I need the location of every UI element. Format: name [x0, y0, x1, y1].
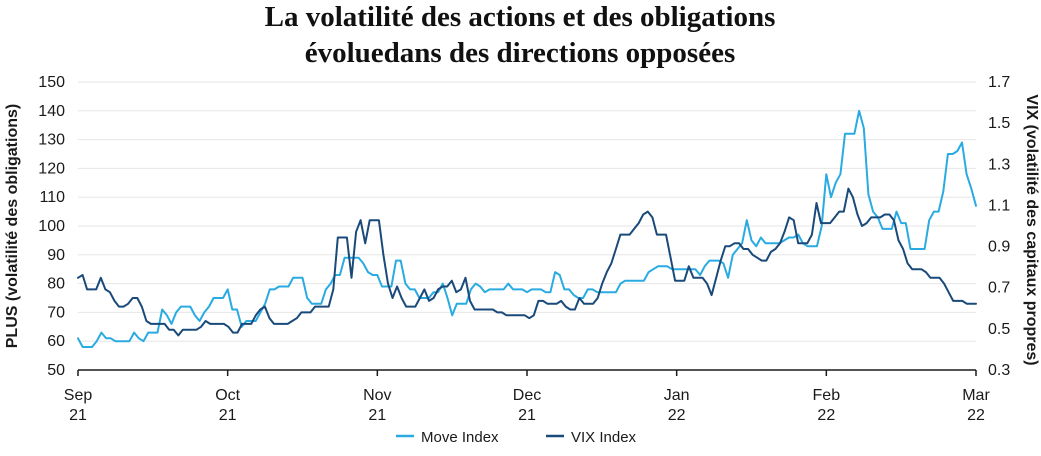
left-tick-label: 90 — [47, 247, 65, 264]
left-tick-label: 50 — [47, 362, 65, 379]
left-tick-label: 130 — [38, 132, 65, 149]
legend-label-move-index: Move Index — [421, 429, 499, 446]
x-tick-label-year: 21 — [219, 407, 237, 424]
right-tick-label: 1.5 — [988, 115, 1010, 132]
right-axis-label: VIX (volatilité des capitaux propres) — [1023, 94, 1040, 365]
x-axis-ticks: Sep 21 Oct 21 Nov 21 Dec 21 Jan 22 Feb 22 Mar 22 — [64, 370, 990, 424]
x-tick-label-year: 21 — [518, 407, 536, 424]
right-axis-ticks: 1.7 1.5 1.3 1.1 0.9 0.7 0.5 0.3 — [988, 74, 1010, 379]
series-move-indexline — [77, 109, 977, 348]
left-axis-ticks: 150 140 130 120 110 100 90 80 70 60 50 — [38, 74, 65, 379]
right-tick-label: 1.1 — [988, 197, 1010, 214]
left-tick-label: 140 — [38, 103, 65, 120]
left-tick-label: 120 — [38, 160, 65, 177]
left-tick-label: 70 — [47, 304, 65, 321]
right-tick-label: 0.7 — [988, 280, 1010, 297]
left-tick-label: 150 — [38, 74, 65, 91]
x-tick-label-year: 22 — [668, 407, 686, 424]
x-tick-label-month: Dec — [513, 387, 541, 404]
left-tick-label: 60 — [47, 333, 65, 350]
x-tick-label-year: 22 — [817, 407, 835, 424]
series-lines — [77, 109, 977, 348]
chart-title-line-2: évoluedans des directions opposées — [305, 37, 735, 69]
right-tick-label: 0.5 — [988, 321, 1010, 338]
chart-title: La volatilité des actions et des obligat… — [265, 1, 776, 69]
grid-lines — [78, 81, 976, 342]
legend: Move Index VIX Index — [396, 429, 637, 446]
series-vix-indexline — [77, 187, 977, 337]
left-tick-label: 100 — [38, 218, 65, 235]
legend-label-vix-index: VIX Index — [571, 429, 637, 446]
chart-title-line-1: La volatilité des actions et des obligat… — [265, 1, 776, 33]
left-tick-label: 110 — [39, 189, 65, 206]
left-tick-label: 80 — [47, 276, 65, 293]
right-tick-label: 0.9 — [988, 239, 1010, 256]
x-tick-label-month: Feb — [813, 387, 841, 404]
x-tick-label-year: 21 — [368, 407, 386, 424]
x-tick-label-year: 21 — [69, 407, 87, 424]
x-tick-label-month: Sep — [64, 387, 93, 404]
right-tick-label: 1.3 — [988, 156, 1010, 173]
x-tick-label-month: Oct — [215, 387, 240, 404]
left-axis-label: PLUS (volatilité des obligations) — [4, 104, 21, 348]
right-tick-label: 1.7 — [988, 74, 1010, 91]
x-tick-label-month: Jan — [664, 387, 690, 404]
x-tick-label-year: 22 — [967, 407, 985, 424]
right-tick-label: 0.3 — [988, 362, 1010, 379]
x-tick-label-month: Nov — [363, 387, 391, 404]
x-tick-label-month: Mar — [962, 387, 990, 404]
